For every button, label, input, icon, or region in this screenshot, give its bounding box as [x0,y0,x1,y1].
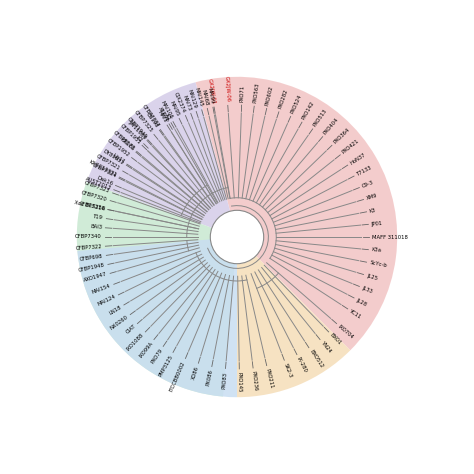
Text: PXO524: PXO524 [290,94,302,115]
Wedge shape [77,182,235,397]
Text: MAI95: MAI95 [168,100,180,117]
Text: PXO79: PXO79 [150,347,164,365]
Text: Xoc BLS256: Xoc BLS256 [74,200,105,211]
Text: MAI145: MAI145 [193,87,203,108]
Wedge shape [196,77,397,350]
Text: XM9: XM9 [366,193,378,201]
Text: GX2JW-06: GX2JW-06 [223,76,230,102]
Wedge shape [86,82,230,228]
Text: Dak16: Dak16 [96,175,114,187]
Text: PXO563: PXO563 [252,82,260,103]
Text: SK2-3: SK2-3 [283,362,293,378]
Text: PX086: PX086 [206,369,214,387]
Text: PXO236: PXO236 [251,371,258,392]
Text: MAI1: MAI1 [156,110,167,124]
Text: MAI68: MAI68 [201,89,209,106]
Text: C9-3: C9-3 [361,180,374,189]
Text: PXO211: PXO211 [265,368,274,389]
Text: JL28: JL28 [356,297,368,307]
Text: CFBP7323: CFBP7323 [84,181,110,194]
Text: PXO602: PXO602 [265,85,274,106]
Text: CFBP7340: CFBP7340 [75,235,102,239]
Text: PXO71: PXO71 [239,85,245,102]
Text: PXO83: PXO83 [221,371,228,389]
Text: MAFF 311018: MAFF 311018 [372,235,408,239]
Text: KXO85: KXO85 [118,137,135,152]
Text: PXO513: PXO513 [312,108,328,128]
Text: CFBP7320: CFBP7320 [81,190,108,202]
Text: MAI106: MAI106 [160,100,173,120]
Text: CFBP698: CFBP698 [80,253,104,262]
Text: CFBP7325: CFBP7325 [133,109,154,134]
Text: JP01: JP01 [371,220,383,227]
Text: PMP3125: PMP3125 [158,354,173,377]
Text: IXO1088: IXO1088 [126,332,145,352]
Text: PXO421: PXO421 [341,138,360,155]
Text: NX0260: NX0260 [109,314,129,331]
Text: CFBP1949: CFBP1949 [126,116,147,139]
Text: T7133: T7133 [356,165,373,177]
Text: K1: K1 [164,113,172,121]
Text: JW11089: JW11089 [127,119,146,140]
Text: MAI73: MAI73 [182,94,192,111]
Text: Ug11: Ug11 [111,153,126,164]
Text: CFBP8172: CFBP8172 [112,130,136,151]
Text: MAI154: MAI154 [91,283,112,295]
Text: PXO364: PXO364 [332,127,351,145]
Text: CFBP1952: CFBP1952 [106,137,131,158]
Text: LN18: LN18 [109,304,122,316]
Text: HoN37: HoN37 [349,152,366,165]
Text: PXO404: PXO404 [323,117,340,136]
Text: GX2JW-01: GX2JW-01 [207,78,216,104]
Text: CFBP7324: CFBP7324 [91,163,117,179]
Text: BXO1: BXO1 [329,332,343,346]
Text: K3a: K3a [371,247,382,254]
Text: YC11: YC11 [349,309,363,320]
Text: PXO282: PXO282 [277,89,289,109]
Text: CFBP1951: CFBP1951 [119,123,142,145]
Text: PXO145: PXO145 [237,372,242,392]
Text: T19: T19 [93,214,104,221]
Text: XF89b: XF89b [156,106,170,122]
Wedge shape [237,256,350,397]
Text: IXO99A: IXO99A [138,340,154,358]
Text: MAI129: MAI129 [187,89,198,109]
Text: CIAT: CIAT [125,324,137,335]
Text: IXO704: IXO704 [337,324,355,340]
Text: K3: K3 [369,208,376,214]
Text: AUST2013: AUST2013 [84,176,112,191]
Text: JL33: JL33 [361,285,373,294]
Text: XO86: XO86 [191,365,200,380]
Text: AXO1947: AXO1947 [83,272,108,283]
Text: KACC10331: KACC10331 [88,160,118,178]
Text: DY89031: DY89031 [102,148,125,165]
Text: ScYc-b: ScYc-b [369,260,387,269]
Text: CFBP7322: CFBP7322 [75,244,102,251]
Text: CIX2374: CIX2374 [173,91,187,114]
Text: MAI99: MAI99 [207,88,215,105]
Text: OS198: OS198 [146,112,160,129]
Text: CFBP1948: CFBP1948 [78,263,105,273]
Text: MAI124: MAI124 [97,294,117,307]
Text: YN24: YN24 [320,340,333,355]
Text: K2: K2 [135,135,143,143]
Wedge shape [77,239,237,397]
Text: ITCCBB0002: ITCCBB0002 [169,360,187,392]
Text: CFBP7337: CFBP7337 [141,104,161,128]
Text: CFBP7321: CFBP7321 [96,154,121,172]
Text: PXO142: PXO142 [301,100,316,121]
Text: BXO512: BXO512 [309,349,324,369]
Text: BAI3: BAI3 [90,224,102,230]
Text: JL25: JL25 [366,273,378,281]
Text: IX-280: IX-280 [296,356,308,374]
Text: CFBP7319: CFBP7319 [78,201,105,211]
